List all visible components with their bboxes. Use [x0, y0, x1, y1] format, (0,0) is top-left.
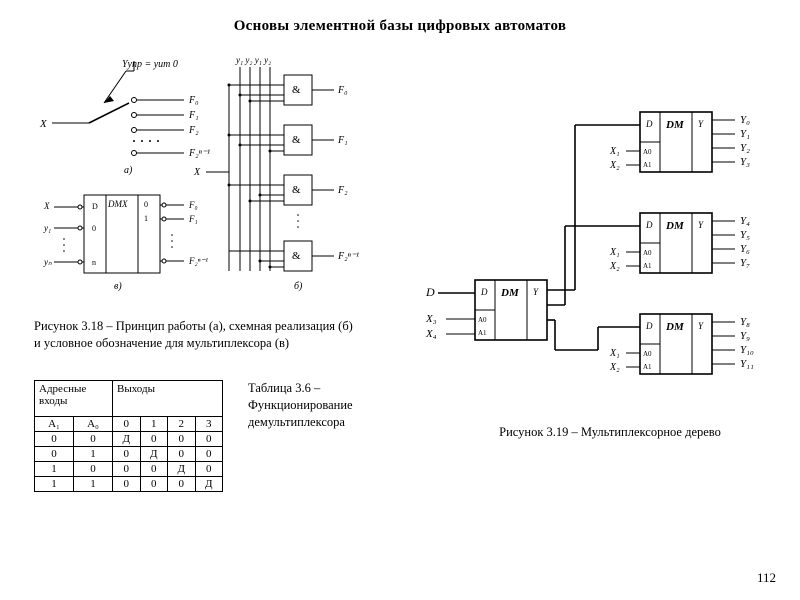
svg-text:X₂: X₂	[609, 261, 620, 272]
svg-text:n: n	[92, 258, 96, 267]
svg-text:X: X	[39, 118, 48, 130]
svg-text:Y₁₁: Y₁₁	[740, 358, 754, 370]
page-number: 112	[757, 570, 776, 586]
svg-text:б): б)	[294, 281, 303, 292]
svg-text:Y₉: Y₉	[740, 330, 750, 342]
fig318-yupr-label: Yупр = yит 0	[122, 59, 178, 70]
svg-text:DMX: DMX	[107, 199, 128, 209]
svg-text:Y₁₀: Y₁₀	[740, 344, 754, 356]
svg-text:F₂: F₂	[337, 185, 348, 196]
svg-text:y₁ y₂ y₁ y₂: y₁ y₂ y₁ y₂	[235, 55, 271, 65]
svg-text:F₀: F₀	[188, 95, 199, 106]
svg-text:F₁: F₁	[188, 214, 198, 224]
svg-text:а): а)	[124, 165, 133, 176]
table-caption: Таблица 3.6 – Функционирование демультип…	[248, 380, 398, 431]
svg-text:yₙ: yₙ	[43, 257, 52, 267]
svg-text:&: &	[292, 250, 301, 262]
svg-text:y₁: y₁	[43, 223, 51, 233]
svg-text:Y₅: Y₅	[740, 229, 750, 241]
fig318-part-v: DMX X y₁ yₙ D 0 n 0 F₀ 1 F₁	[43, 195, 208, 292]
svg-text:&: &	[292, 134, 301, 146]
table-row: 01 0Д 00	[35, 447, 223, 462]
outs-top: Y₀ Y₁ Y₂ Y₃	[712, 114, 750, 168]
svg-text:Y₈: Y₈	[740, 316, 750, 328]
table-row: 10 00 Д0	[35, 462, 223, 477]
svg-text:Y₃: Y₃	[740, 156, 750, 168]
outs-bot: Y₈ Y₉ Y₁₀ Y₁₁	[712, 316, 754, 370]
svg-text:X₁: X₁	[609, 247, 620, 258]
svg-text:F₀: F₀	[188, 200, 198, 210]
x12-mid: X₁ X₂	[609, 247, 640, 272]
x12-bot: X₁ X₂	[609, 348, 640, 373]
svg-text:в): в)	[114, 281, 122, 292]
dm-bot	[640, 314, 712, 374]
table-row: 00 Д0 00	[35, 432, 223, 447]
svg-text:X₁: X₁	[609, 146, 620, 157]
table-row: 11 00 0Д	[35, 477, 223, 492]
page-title: Основы элементной базы цифровых автомато…	[0, 0, 800, 35]
svg-text:&: &	[292, 184, 301, 196]
svg-text:F₁: F₁	[337, 135, 348, 146]
x12-top: X₁ X₂	[609, 146, 640, 171]
th-addr: Адресные входы	[35, 381, 113, 417]
fig319-caption: Рисунок 3.19 – Мультиплексорное дерево	[460, 424, 760, 441]
th-out: Выходы	[113, 381, 223, 417]
svg-text:Y₄: Y₄	[740, 215, 750, 227]
fig318-part-b: y₁ y₂ y₁ y₂ X & F₀	[193, 55, 359, 292]
dm-mid	[640, 213, 712, 273]
svg-text:D: D	[425, 285, 435, 299]
gate-n: & F₂ⁿ⁻¹	[229, 241, 359, 271]
gate-2: & F₂	[228, 175, 349, 205]
svg-text:F₂ⁿ⁻¹: F₂ⁿ⁻¹	[188, 256, 208, 266]
fig318-part-a: Yупр = yит 0 X F₀ F₁ F₂	[39, 59, 210, 176]
svg-text:Y₇: Y₇	[740, 257, 750, 269]
gate-0: & F₀	[228, 75, 349, 105]
svg-text:X₁: X₁	[609, 348, 620, 359]
svg-text:F₂: F₂	[188, 125, 199, 136]
outs-mid: Y₄ Y₅ Y₆ Y₇	[712, 215, 750, 269]
svg-text:&: &	[292, 84, 301, 96]
svg-text:X₂: X₂	[609, 362, 620, 373]
svg-text:Y₀: Y₀	[740, 114, 750, 126]
svg-text:F₂ⁿ⁻¹: F₂ⁿ⁻¹	[337, 251, 359, 262]
svg-text:X: X	[43, 201, 50, 211]
svg-text:F₂ⁿ⁻¹: F₂ⁿ⁻¹	[188, 148, 210, 159]
svg-text:F₀: F₀	[337, 85, 348, 96]
svg-text:D: D	[92, 202, 98, 211]
truth-table: Адресные входы Выходы A₁ A₀ 0 1 2 3 00 Д…	[34, 380, 223, 492]
figure-3-18: Yупр = yит 0 X F₀ F₁ F₂	[34, 55, 364, 315]
svg-text:X₃: X₃	[425, 313, 437, 325]
svg-text:1: 1	[144, 214, 148, 223]
svg-text:X₄: X₄	[425, 328, 437, 340]
svg-text:X: X	[193, 167, 201, 178]
svg-text:Y₂: Y₂	[740, 142, 750, 154]
svg-text:0: 0	[92, 224, 96, 233]
svg-text:Y₁: Y₁	[740, 128, 750, 140]
dm-top	[640, 112, 712, 172]
gate-1: & F₁	[228, 125, 348, 155]
svg-text:F₁: F₁	[188, 110, 199, 121]
svg-text:X₂: X₂	[609, 160, 620, 171]
dm-left	[475, 280, 547, 340]
svg-text:0: 0	[144, 200, 148, 209]
figure-3-19: D A0 A1 DM Y D X₃ X₄	[420, 90, 780, 410]
fig318-caption: Рисунок 3.18 – Принцип работы (а), схемн…	[34, 318, 354, 352]
svg-text:Y₆: Y₆	[740, 243, 750, 255]
